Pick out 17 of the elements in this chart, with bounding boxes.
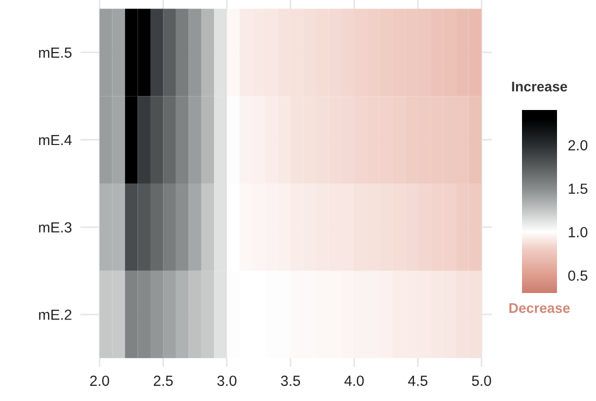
x-tick-label: 3.0 [217,376,236,386]
color-bar-label: 1.0 [568,227,588,238]
color-bar-label: 1.5 [568,184,588,194]
color-bar-label: 0.5 [568,270,588,281]
color-bar-title: Increase [512,82,568,92]
y-tick-label: mE.4 [39,135,72,146]
x-tick-label: 2.5 [154,376,173,386]
x-tick-label: 4.0 [344,376,364,386]
y-tick-label: mE.2 [39,310,72,320]
y-tick-label: mE.5 [39,48,72,58]
y-tick-label: mE.3 [39,222,72,233]
x-tick-label: 5.0 [472,376,492,386]
text: Decrease [509,303,570,313]
x-tick-label: 3.5 [280,376,300,386]
x-tick-label: 4.5 [408,376,428,386]
color-bar-label: 2.0 [568,140,588,150]
x-tick-label: 2.0 [90,376,110,386]
